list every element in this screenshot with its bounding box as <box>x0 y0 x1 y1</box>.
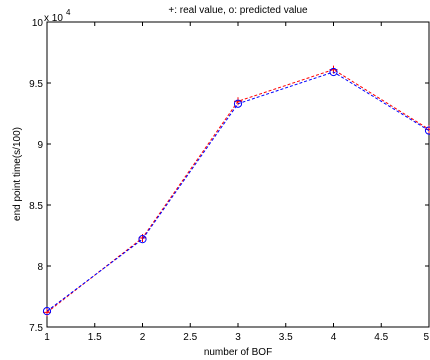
data-point-circle <box>138 235 147 244</box>
x-axis-ticks: 1 1.5 2 2.5 3 3.5 4 4.5 5 <box>44 22 430 343</box>
y-axis-label: end point time(s/100) <box>12 127 23 221</box>
data-point-circle <box>233 99 243 108</box>
y-multiplier-exponent: 4 <box>66 8 71 17</box>
series-predicted-value <box>42 67 430 316</box>
y-tick-label: 7.5 <box>29 323 43 334</box>
x-axis-label: number of BOF <box>204 347 272 358</box>
x-tick-label: 2 <box>140 332 146 343</box>
series-layer <box>42 65 430 317</box>
x-tick-label: 2.5 <box>183 332 197 343</box>
x-tick-label: 4 <box>331 332 337 343</box>
x-tick-label: 4.5 <box>374 332 388 343</box>
x-tick-label: 3 <box>235 332 241 343</box>
x-tick-label: 3.5 <box>279 332 293 343</box>
y-tick-label: 8 <box>37 262 43 273</box>
x-tick-label: 5 <box>423 332 429 343</box>
plot-area <box>46 21 430 328</box>
y-tick-label: 9 <box>37 140 43 151</box>
x-tick-label: 1.5 <box>88 332 102 343</box>
data-point-circle <box>424 126 430 135</box>
data-point-circle <box>329 67 338 77</box>
y-multiplier: x 10 4 <box>44 8 71 24</box>
y-tick-label: 8.5 <box>29 201 43 212</box>
y-tick-label: 10 <box>32 18 44 29</box>
y-tick-label: 9.5 <box>29 79 43 90</box>
x-tick-label: 1 <box>44 332 50 343</box>
chart-title: +: real value, o: predicted value <box>168 5 308 16</box>
y-axis-ticks: 7.5 8 8.5 9 9.5 10 <box>29 18 429 334</box>
data-point-circle <box>42 307 52 316</box>
series-line <box>46 71 430 312</box>
y-multiplier-base: x 10 <box>44 13 63 24</box>
